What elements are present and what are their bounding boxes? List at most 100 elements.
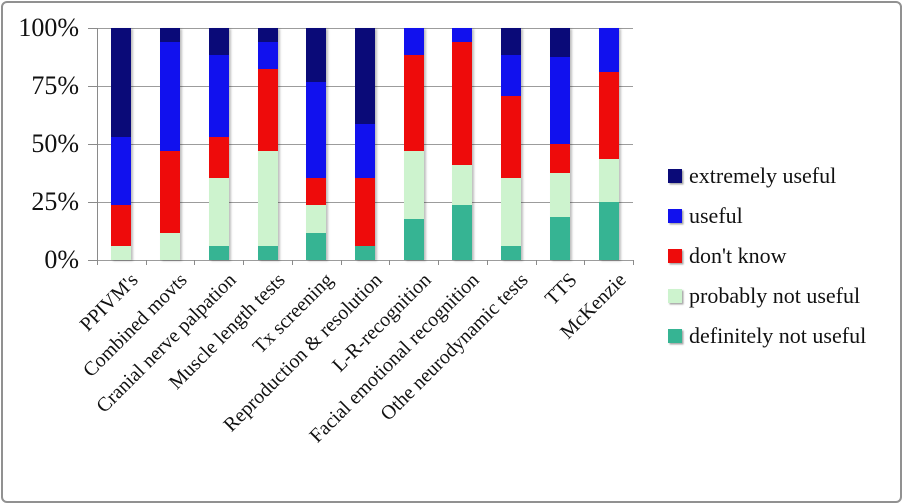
bar-segment-extremely-useful: [111, 28, 132, 138]
legend-swatch-icon: [668, 329, 682, 343]
bar-segment-definitely-not-useful: [306, 232, 327, 260]
x-tick-mark: [291, 260, 293, 265]
x-tick-mark: [97, 260, 98, 265]
legend-item-don-t-know: don't know: [668, 236, 866, 276]
x-tick-mark: [243, 260, 245, 265]
legend-item-definitely-not-useful: definitely not useful: [668, 316, 866, 356]
legend-label: don't know: [689, 243, 787, 268]
bar-segment-useful: [160, 41, 181, 151]
bar-segment-definitely-not-useful: [355, 246, 375, 260]
bar-segment-probably-not-useful: [501, 178, 522, 247]
y-axis-label: 75%: [31, 71, 79, 100]
x-tick-mark: [633, 260, 634, 265]
legend-swatch-icon: [668, 289, 682, 303]
bar-segment-probably-not-useful: [306, 205, 327, 233]
bar-segment-probably-not-useful: [598, 158, 619, 202]
bar-segment-useful: [403, 28, 424, 56]
bar-segment-probably-not-useful: [208, 178, 229, 247]
bar-segment-useful: [598, 28, 619, 72]
x-tick-mark: [145, 260, 147, 265]
x-tick-mark: [340, 260, 342, 265]
legend-item-probably-not-useful: probably not useful: [668, 276, 866, 316]
bar-segment-probably-not-useful: [111, 246, 132, 260]
bar-ppivm-s: [111, 28, 132, 260]
y-tick-mark: [88, 260, 97, 261]
bar-segment-useful: [501, 55, 522, 97]
bar-segment-useful: [549, 57, 570, 144]
bar-segment-don-t-know: [111, 205, 132, 247]
y-tick-mark: [88, 86, 97, 87]
bar-segment-don-t-know: [598, 71, 619, 159]
bar-segment-probably-not-useful: [452, 164, 473, 206]
bar-segment-definitely-not-useful: [549, 216, 570, 260]
bar-combined-movts: [160, 28, 181, 260]
bar-segment-probably-not-useful: [160, 232, 181, 260]
bar-segment-extremely-useful: [257, 28, 278, 42]
bar-segment-useful: [306, 82, 327, 178]
bar-segment-definitely-not-useful: [257, 246, 278, 260]
bar-segment-useful: [257, 41, 278, 70]
bar-segment-useful: [452, 28, 473, 42]
bar-segment-extremely-useful: [501, 28, 522, 56]
y-axis-label: 0%: [44, 245, 79, 274]
y-tick-mark: [88, 202, 97, 203]
bar-segment-definitely-not-useful: [598, 202, 619, 260]
bar-segment-don-t-know: [257, 69, 278, 151]
y-tick-mark: [88, 144, 97, 145]
x-tick-mark: [389, 260, 391, 265]
bar-segment-don-t-know: [452, 41, 473, 165]
y-axis-label: 100%: [18, 13, 79, 42]
bar-tx-screening: [306, 28, 327, 260]
bar-mckenzie: [598, 28, 619, 260]
legend-label: useful: [689, 203, 743, 228]
y-axis-line: [97, 28, 98, 260]
bar-segment-probably-not-useful: [403, 150, 424, 220]
bar-muscle-length-tests: [257, 28, 278, 260]
bar-segment-definitely-not-useful: [403, 219, 424, 260]
bar-segment-useful: [111, 137, 132, 206]
bar-segment-definitely-not-useful: [208, 246, 229, 260]
bar-segment-probably-not-useful: [549, 173, 570, 217]
bar-l-r-recognition: [403, 28, 424, 260]
bar-reproduction-resolution: [355, 28, 375, 260]
y-axis-label: 25%: [31, 187, 79, 216]
legend-label: extremely useful: [689, 163, 837, 188]
bar-segment-useful: [208, 55, 229, 138]
x-tick-mark: [194, 260, 196, 265]
bar-cranial-nerve-palpation: [208, 28, 229, 260]
legend-label: probably not useful: [689, 283, 861, 308]
x-tick-mark: [535, 260, 537, 265]
bar-segment-extremely-useful: [355, 28, 375, 124]
bar-segment-extremely-useful: [160, 28, 181, 42]
bar-segment-don-t-know: [208, 137, 229, 179]
bar-segment-don-t-know: [549, 144, 570, 173]
bar-tts: [549, 28, 570, 260]
legend-item-extremely-useful: extremely useful: [668, 156, 866, 196]
bar-segment-definitely-not-useful: [452, 205, 473, 260]
bar-segment-extremely-useful: [306, 28, 327, 83]
y-tick-mark: [88, 28, 97, 29]
legend-item-useful: useful: [668, 196, 866, 236]
bar-facial-emotional-recognition: [452, 28, 473, 260]
x-axis-baseline: [97, 260, 633, 261]
legend: extremely useful useful don't know probably…: [668, 156, 866, 356]
bar-segment-probably-not-useful: [257, 150, 278, 247]
bar-segment-useful: [355, 123, 375, 179]
legend-swatch-icon: [668, 169, 682, 183]
bar-segment-don-t-know: [355, 178, 375, 247]
bar-othe-neurodynamic-tests: [501, 28, 522, 260]
bar-segment-definitely-not-useful: [501, 246, 522, 260]
legend-label: definitely not useful: [689, 323, 867, 348]
x-tick-mark: [438, 260, 440, 265]
x-tick-mark: [584, 260, 586, 265]
legend-swatch-icon: [668, 249, 682, 263]
x-tick-mark: [486, 260, 488, 265]
y-axis-label: 50%: [31, 129, 79, 158]
x-axis-label: TTS: [540, 269, 582, 310]
bar-segment-extremely-useful: [208, 28, 229, 56]
bar-segment-don-t-know: [403, 55, 424, 151]
bar-segment-don-t-know: [160, 150, 181, 233]
legend-swatch-icon: [668, 209, 682, 223]
bar-segment-don-t-know: [501, 96, 522, 179]
